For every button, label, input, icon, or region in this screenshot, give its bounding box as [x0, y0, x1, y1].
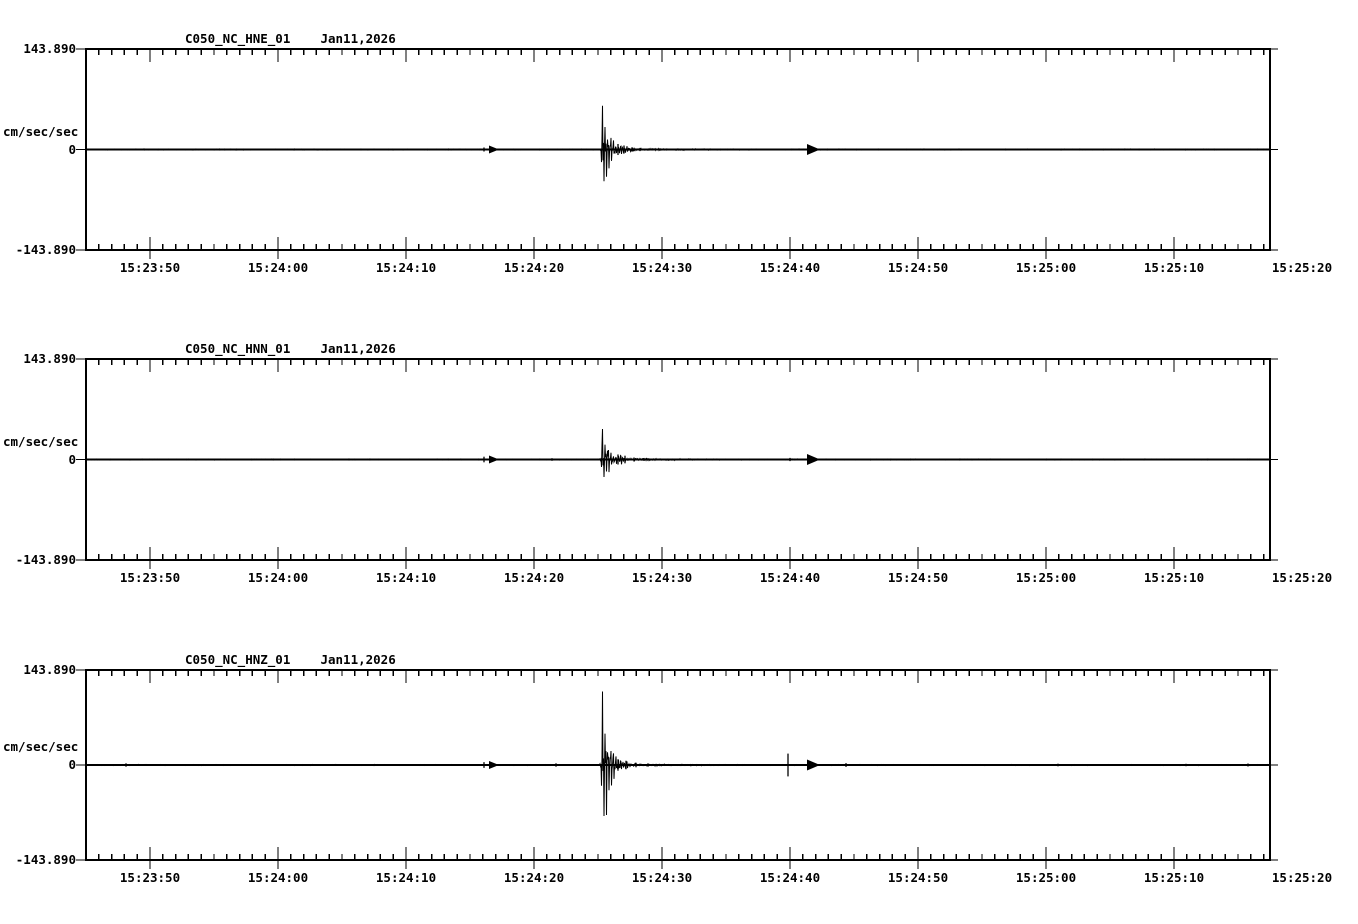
x-axis-tick-label: 15:24:40 — [759, 260, 821, 275]
phase-marker-arrow-icon — [807, 454, 820, 465]
y-axis-zero-label: 0 — [68, 757, 76, 772]
x-axis-tick-label: 15:24:40 — [759, 870, 821, 885]
x-axis-tick-label: 15:25:10 — [1143, 570, 1205, 585]
y-axis-max-label: 143.890 — [23, 662, 76, 677]
y-axis-min-label: -143.890 — [15, 552, 76, 567]
y-axis-min-label: -143.890 — [15, 852, 76, 867]
x-axis-tick-label: 15:24:00 — [247, 260, 309, 275]
x-axis-tick-label: 15:24:50 — [887, 570, 949, 585]
phase-marker-arrow-icon — [489, 455, 499, 464]
axis-ticks — [98, 359, 1265, 569]
x-axis-tick-label: 15:24:20 — [503, 870, 565, 885]
x-axis-tick-label: 15:25:10 — [1143, 260, 1205, 275]
x-axis-tick-label: 15:24:50 — [887, 870, 949, 885]
x-axis-tick-label: 15:24:00 — [247, 570, 309, 585]
phase-marker-arrow-icon — [489, 761, 499, 769]
y-axis-unit-label: cm/sec/sec — [3, 433, 79, 449]
x-axis-tick-label: 15:25:00 — [1015, 570, 1077, 585]
phase-marker-arrow-icon — [489, 145, 499, 154]
y-axis-unit-label: cm/sec/sec — [3, 123, 79, 139]
x-axis-tick-label: 15:24:30 — [631, 260, 693, 275]
x-axis-tick-label: 15:25:00 — [1015, 260, 1077, 275]
x-axis-tick-label: 15:25:10 — [1143, 870, 1205, 885]
x-axis-tick-label: 15:24:00 — [247, 870, 309, 885]
noise-spikes — [483, 454, 791, 465]
y-axis-zero-label: 0 — [68, 141, 76, 157]
panel-title: C050_NC_HNZ_01 Jan11,2026 — [185, 652, 396, 667]
x-axis-tick-label: 15:24:40 — [759, 570, 821, 585]
x-axis-tick-label: 15:23:50 — [119, 570, 181, 585]
x-axis-tick-label: 15:24:10 — [375, 870, 437, 885]
x-axis-tick-label: 15:25:00 — [1015, 870, 1077, 885]
phase-marker-arrow-icon — [807, 144, 820, 155]
x-axis-tick-label: 15:25:20 — [1271, 260, 1333, 275]
x-axis-tick-label: 15:24:30 — [631, 570, 693, 585]
noise-spikes — [483, 143, 741, 156]
x-axis-tick-label: 15:24:10 — [375, 570, 437, 585]
y-axis-max-label: 143.890 — [23, 41, 76, 56]
x-axis-tick-label: 15:25:20 — [1271, 870, 1333, 885]
axis-ticks — [98, 49, 1265, 259]
waveform-trace — [85, 691, 1271, 817]
phase-marker-arrow-icon — [807, 759, 820, 771]
y-axis-unit-label: cm/sec/sec — [3, 739, 79, 754]
y-axis-min-label: -143.890 — [15, 242, 76, 257]
x-axis-tick-label: 15:24:20 — [503, 570, 565, 585]
y-axis-max-label: 143.890 — [23, 351, 76, 366]
panel-title: C050_NC_HNE_01 Jan11,2026 — [185, 31, 396, 46]
x-axis-tick-label: 15:23:50 — [119, 870, 181, 885]
y-axis-zero-label: 0 — [68, 451, 76, 467]
x-axis-tick-label: 15:24:10 — [375, 260, 437, 275]
axis-ticks — [98, 670, 1265, 869]
noise-spikes — [125, 753, 1249, 777]
x-axis-tick-label: 15:23:50 — [119, 260, 181, 275]
x-axis-tick-label: 15:24:30 — [631, 870, 693, 885]
panel-title: C050_NC_HNN_01 Jan11,2026 — [185, 341, 396, 356]
x-axis-tick-label: 15:25:20 — [1271, 570, 1333, 585]
x-axis-tick-label: 15:24:20 — [503, 260, 565, 275]
x-axis-tick-label: 15:24:50 — [887, 260, 949, 275]
